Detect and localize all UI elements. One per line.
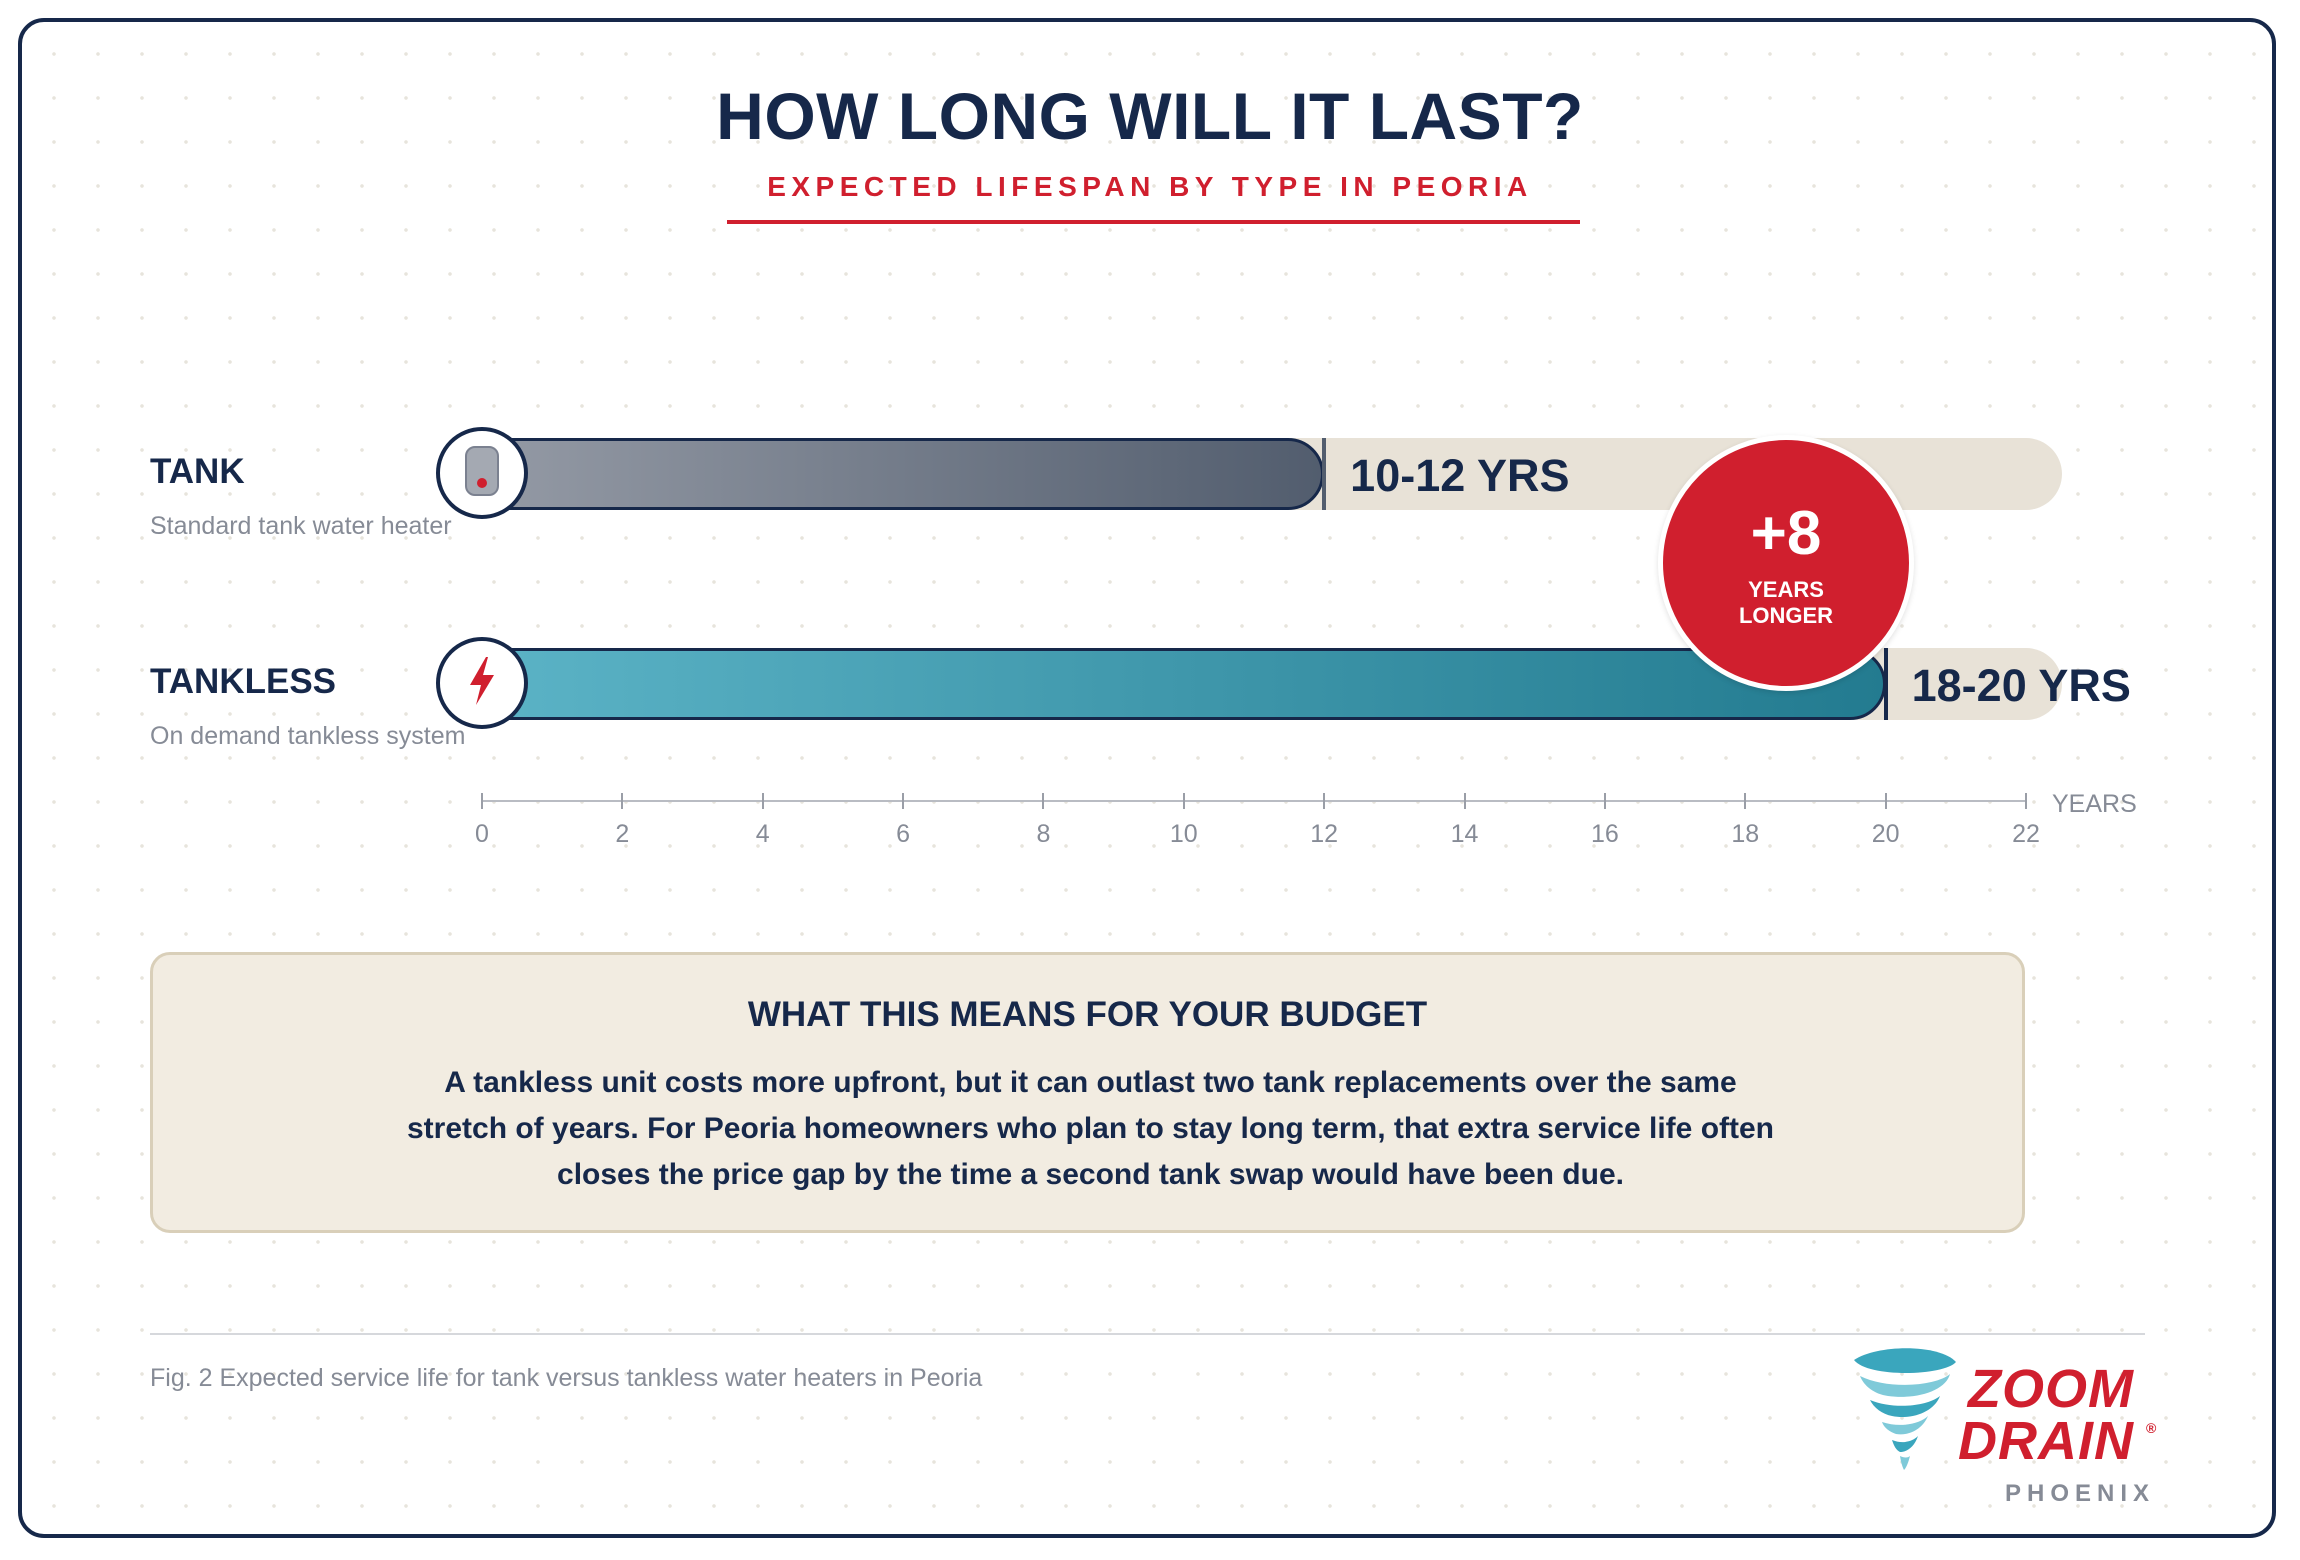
- tank-bar: [482, 438, 1325, 510]
- x-axis-tick: [481, 793, 483, 809]
- x-axis-unit-label: YEARS: [2052, 790, 2137, 818]
- x-axis-tick: [902, 793, 905, 809]
- x-axis-line: [482, 800, 2026, 802]
- footer-divider: [150, 1333, 2145, 1335]
- water-tank-icon: [462, 445, 502, 502]
- x-axis-tick-label: 10: [1169, 820, 1198, 848]
- x-axis-tick-label: 22: [2012, 820, 2040, 848]
- x-axis-tick-label: 0: [475, 820, 489, 848]
- years-longer-badge: +8 YEARS LONGER: [1658, 435, 1914, 691]
- logo-wordmark-line-2: DRAIN: [1958, 1411, 2134, 1471]
- x-axis-tick: [2025, 793, 2027, 809]
- x-axis-tick-label: 2: [615, 820, 630, 848]
- x-axis-tick: [1463, 793, 1466, 809]
- logo-wordmark-line-1: ZOOM: [1968, 1359, 2134, 1419]
- tornado-logo-icon: [1848, 1346, 1960, 1472]
- badge-line-1: YEARS: [1748, 577, 1824, 602]
- tankless-bar: [482, 648, 1886, 720]
- x-axis-tick-label: 6: [896, 820, 911, 848]
- tank-icon-badge: [436, 427, 528, 519]
- tankless-label: TANKLESS: [150, 662, 337, 701]
- logo-registered-mark: ®: [2146, 1420, 2157, 1436]
- x-axis-tick-label: 8: [1036, 820, 1051, 848]
- infographic-card: [18, 18, 2276, 1538]
- x-axis-tick: [1884, 793, 1887, 809]
- lightning-bolt-icon: [464, 655, 500, 712]
- tank-label: TANK: [150, 452, 245, 491]
- badge-line-2: LONGER: [1738, 603, 1834, 628]
- x-axis-tick: [1323, 793, 1326, 809]
- x-axis-tick: [1042, 793, 1045, 809]
- tankless-bar-end-marker: [1883, 648, 1888, 720]
- x-axis-tick: [621, 793, 624, 809]
- chart-title: HOW LONG WILL IT LAST?: [716, 79, 1584, 153]
- x-axis-tick: [761, 793, 764, 809]
- x-axis-tick-label: 14: [1450, 820, 1479, 848]
- tankless-value-label: 18-20 YRS: [1911, 660, 2131, 711]
- budget-callout: WHAT THIS MEANS FOR YOUR BUDGET A tankle…: [150, 952, 2025, 1233]
- x-axis-tick: [1182, 793, 1185, 809]
- badge-value: +8: [1750, 499, 1822, 568]
- x-axis-tick-label: 4: [755, 820, 770, 848]
- logo-city: PHOENIX: [2005, 1480, 2156, 1507]
- tankless-sublabel: On demand tankless system: [150, 722, 466, 750]
- tank-bar-end-marker: [1322, 438, 1327, 510]
- tank-value-label: 10-12 YRS: [1350, 450, 1570, 501]
- x-axis-tick-label: 18: [1731, 820, 1760, 848]
- figure-caption: Fig. 2 Expected service life for tank ve…: [150, 1364, 983, 1392]
- tankless-icon-badge: [436, 637, 528, 729]
- budget-body: A tankless unit costs more upfront, but …: [406, 1066, 1775, 1191]
- tank-sublabel: Standard tank water heater: [150, 512, 452, 540]
- budget-heading: WHAT THIS MEANS FOR YOUR BUDGET: [747, 995, 1428, 1034]
- x-axis-tick-label: 20: [1871, 820, 1900, 848]
- x-axis-tick: [1603, 793, 1606, 809]
- x-axis-tick-label: 16: [1591, 820, 1619, 848]
- title-underline: [727, 220, 1580, 224]
- x-axis-tick-label: 12: [1310, 820, 1339, 848]
- chart-subtitle: EXPECTED LIFESPAN BY TYPE IN PEORIA: [767, 171, 1533, 202]
- x-axis-tick: [1744, 793, 1747, 809]
